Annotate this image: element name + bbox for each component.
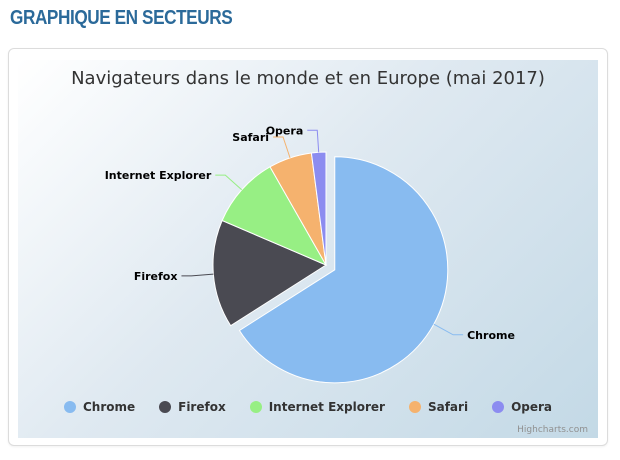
section-title: GRAPHIQUE EN SECTEURS: [10, 7, 233, 29]
legend-symbol-opera: [492, 401, 505, 413]
data-label-opera: Opera: [266, 124, 304, 137]
data-label-internet-explorer: Internet Explorer: [105, 169, 212, 182]
legend-label: Internet Explorer: [268, 400, 385, 414]
legend-item-chrome[interactable]: Chrome: [63, 400, 136, 414]
credits-link[interactable]: Highcharts.com: [517, 425, 588, 435]
legend: Chrome Firefox Internet Explorer Safari Oper…: [18, 400, 598, 414]
legend-item-firefox[interactable]: Firefox: [159, 400, 226, 414]
connector-internet-explorer: [215, 174, 243, 191]
legend-label: Opera: [511, 400, 553, 414]
chart-container: Chrome Firefox Internet Explorer Safari Oper…: [18, 60, 598, 438]
legend-symbol-chrome: [63, 401, 76, 413]
chart-title: Navigateurs dans le monde et en Europe (…: [71, 68, 545, 89]
connector-firefox: [181, 273, 214, 277]
legend-item-internet-explorer[interactable]: Internet Explorer: [249, 400, 385, 414]
legend-symbol-safari: [408, 401, 421, 413]
legend-symbol-internet-explorer: [249, 401, 262, 413]
legend-item-opera[interactable]: Opera: [492, 400, 552, 414]
legend-label: Chrome: [82, 400, 136, 414]
data-label-safari: Safari: [232, 131, 269, 144]
legend-item-safari[interactable]: Safari: [408, 400, 469, 414]
connector-safari: [273, 136, 291, 159]
pie-slice-firefox[interactable]: [212, 219, 328, 327]
pie-slice-opera[interactable]: [310, 151, 327, 266]
data-label-firefox: Firefox: [134, 270, 178, 283]
pie-slice-chrome[interactable]: [238, 156, 449, 384]
pie-slice-internet-explorer[interactable]: [221, 166, 328, 267]
legend-label: Safari: [427, 400, 469, 414]
data-label-chrome: Chrome: [467, 329, 515, 342]
legend-symbol-firefox: [159, 401, 172, 413]
connector-opera: [307, 129, 320, 153]
pie-chart: Chrome Firefox Internet Explorer SafariOper…: [105, 124, 515, 384]
connector-chrome: [433, 323, 464, 336]
legend-label: Firefox: [178, 400, 226, 414]
